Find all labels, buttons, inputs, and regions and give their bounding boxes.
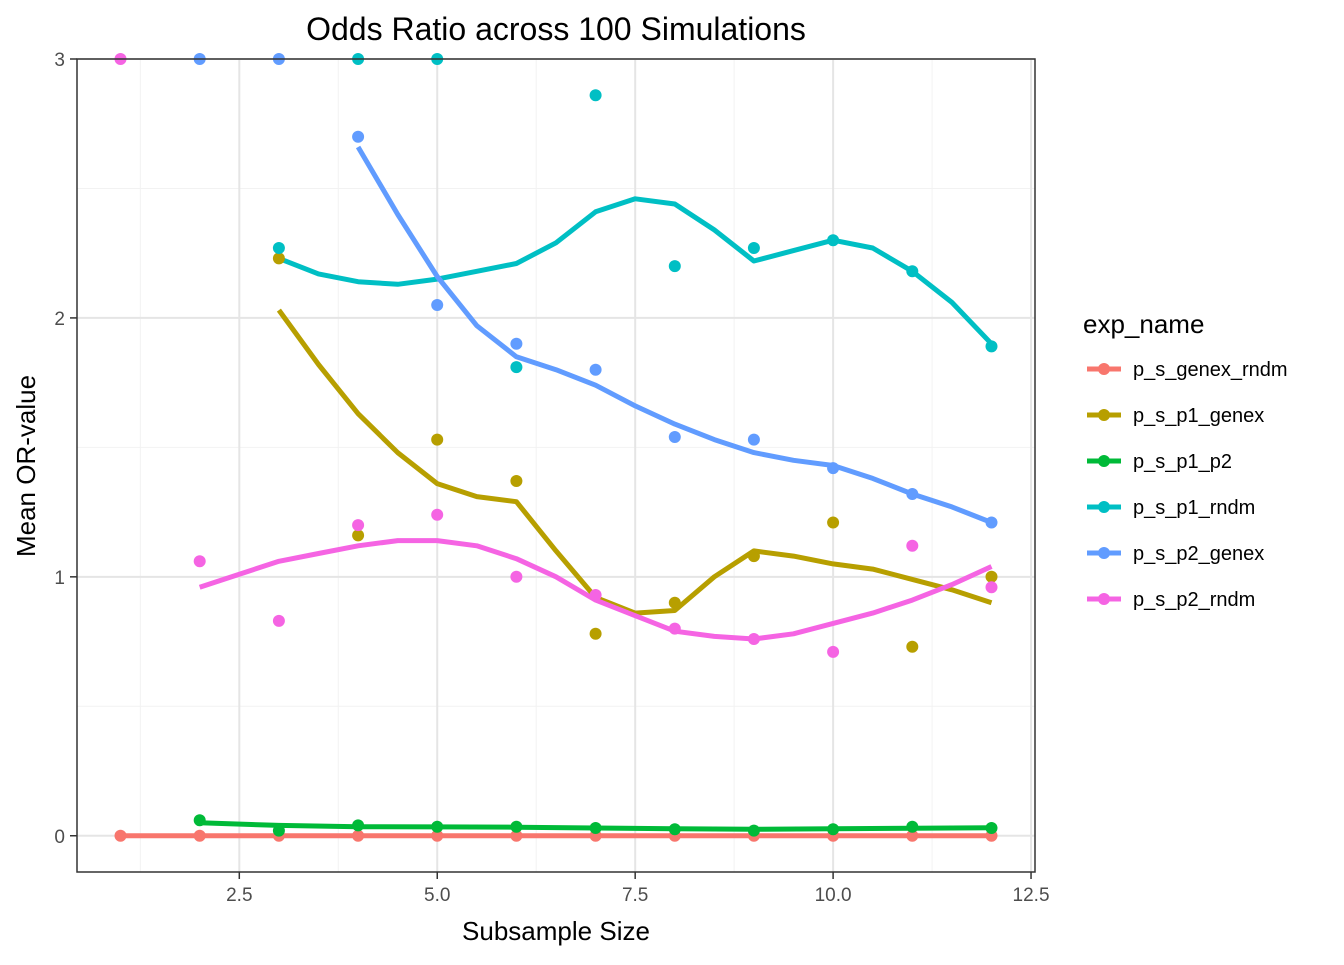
legend-key-point [1098, 363, 1110, 375]
data-point-p_s_p2_rndm [272, 614, 285, 627]
data-point-p_s_p1_p2 [352, 819, 365, 832]
y-tick-label: 3 [54, 50, 65, 71]
data-point-p_s_p2_rndm [510, 570, 523, 583]
y-tick-label: 1 [54, 568, 65, 589]
data-point-p_s_p1_rndm [985, 340, 998, 353]
data-point-p_s_p1_p2 [906, 820, 919, 833]
data-point-p_s_p2_rndm [431, 508, 444, 521]
data-point-p_s_p1_genex [747, 550, 760, 563]
legend-key-point [1098, 501, 1110, 513]
data-point-p_s_p1_genex [272, 252, 285, 265]
data-point-p_s_p1_rndm [668, 260, 681, 273]
y-tick-label: 0 [54, 827, 65, 848]
y-axis-ticks: 0 1 2 3 [54, 50, 77, 848]
data-point-p_s_p2_rndm [668, 622, 681, 635]
x-axis-title: Subsample Size [462, 916, 650, 946]
data-point-p_s_p1_p2 [510, 820, 523, 833]
data-point-p_s_p2_genex [827, 462, 840, 475]
data-point-p_s_p2_rndm [352, 519, 365, 532]
data-point-p_s_p1_genex [985, 570, 998, 583]
data-point-p_s_p1_p2 [193, 814, 206, 827]
y-tick-label: 2 [54, 309, 65, 330]
data-point-p_s_p2_rndm [747, 633, 760, 645]
data-point-p_s_genex_rndm [352, 829, 365, 842]
data-point-p_s_p2_genex [985, 516, 998, 529]
plot-panel-border [76, 58, 1036, 873]
data-point-p_s_p2_rndm [827, 645, 840, 658]
data-point-p_s_p1_genex [827, 516, 840, 529]
legend: exp_name p_s_genex_rndm p_s_p1_genex p_s_p… [1083, 309, 1288, 611]
x-tick-label: 7.5 [622, 885, 648, 906]
smooth-line-p_s_p2_genex [355, 145, 993, 525]
data-point-p_s_p1_rndm [747, 242, 760, 254]
data-point-p_s_p2_genex [352, 130, 365, 143]
legend-label: p_s_p1_p2 [1133, 451, 1232, 473]
data-point-p_s_p2_genex [431, 299, 444, 311]
data-point-p_s_p1_rndm [272, 242, 285, 254]
data-point-p_s_p1_genex [352, 529, 365, 542]
data-point-p_s_p1_p2 [985, 822, 998, 834]
data-point-p_s_p2_genex [668, 431, 681, 443]
data-point-p_s_p1_genex [906, 640, 919, 653]
data-point-p_s_genex_rndm [431, 829, 444, 842]
data-point-p_s_p2_rndm [985, 581, 998, 594]
data-point-p_s_p1_genex [589, 627, 602, 640]
smooth-line-p_s_p1_rndm [277, 196, 994, 346]
data-point-p_s_p1_p2 [431, 820, 444, 833]
data-point-p_s_p2_genex [589, 363, 602, 376]
data-point-p_s_p1_genex [431, 433, 444, 446]
legend-label: p_s_p2_rndm [1133, 589, 1255, 611]
data-point-p_s_genex_rndm [906, 829, 919, 842]
x-tick-label: 2.5 [226, 885, 252, 906]
data-point-p_s_p1_p2 [272, 824, 285, 837]
legend-key-point [1098, 547, 1110, 559]
legend-title: exp_name [1083, 309, 1204, 339]
data-point-p_s_p1_p2 [747, 824, 760, 837]
data-point-p_s_p2_genex [747, 433, 760, 446]
legend-label: p_s_p2_genex [1133, 543, 1264, 565]
y-axis-title: Mean OR-value [11, 375, 41, 557]
legend-key-point [1098, 455, 1110, 467]
x-tick-label: 5.0 [424, 885, 450, 906]
chart-title: Odds Ratio across 100 Simulations [306, 11, 806, 47]
data-point-p_s_genex_rndm [193, 829, 206, 842]
legend-key-point [1098, 593, 1110, 605]
data-point-p_s_p2_rndm [906, 539, 919, 552]
data-point-p_s_genex_rndm [510, 829, 523, 842]
x-axis-ticks: 2.5 5.0 7.5 10.0 12.5 [226, 872, 1050, 906]
x-tick-label: 12.5 [1013, 885, 1050, 906]
legend-key-point [1098, 409, 1110, 421]
data-point-p_s_p1_genex [668, 596, 681, 609]
legend-label: p_s_p1_genex [1133, 405, 1264, 427]
data-point-p_s_p2_genex [510, 337, 523, 350]
legend-items: p_s_genex_rndm p_s_p1_genex p_s_p1_p2 p_s_p… [1087, 359, 1288, 611]
data-points [114, 53, 998, 842]
grid-minor [77, 59, 1035, 872]
legend-label: p_s_p1_rndm [1133, 497, 1255, 519]
data-point-p_s_p1_p2 [827, 823, 840, 836]
data-point-p_s_p2_genex [906, 488, 919, 500]
smooth-lines [120, 145, 994, 839]
data-point-p_s_p1_genex [510, 475, 523, 487]
x-tick-label: 10.0 [815, 885, 852, 906]
data-point-p_s_p1_p2 [668, 823, 681, 836]
data-point-p_s_p2_rndm [589, 589, 602, 601]
data-point-p_s_p1_rndm [589, 89, 602, 102]
legend-label: p_s_genex_rndm [1133, 359, 1288, 381]
data-point-p_s_p1_rndm [510, 361, 523, 374]
data-point-p_s_p1_rndm [906, 265, 919, 278]
data-point-p_s_genex_rndm [114, 829, 127, 842]
data-point-p_s_p1_rndm [827, 234, 840, 247]
data-point-p_s_p2_rndm [193, 555, 206, 568]
data-point-p_s_p1_p2 [589, 822, 602, 834]
